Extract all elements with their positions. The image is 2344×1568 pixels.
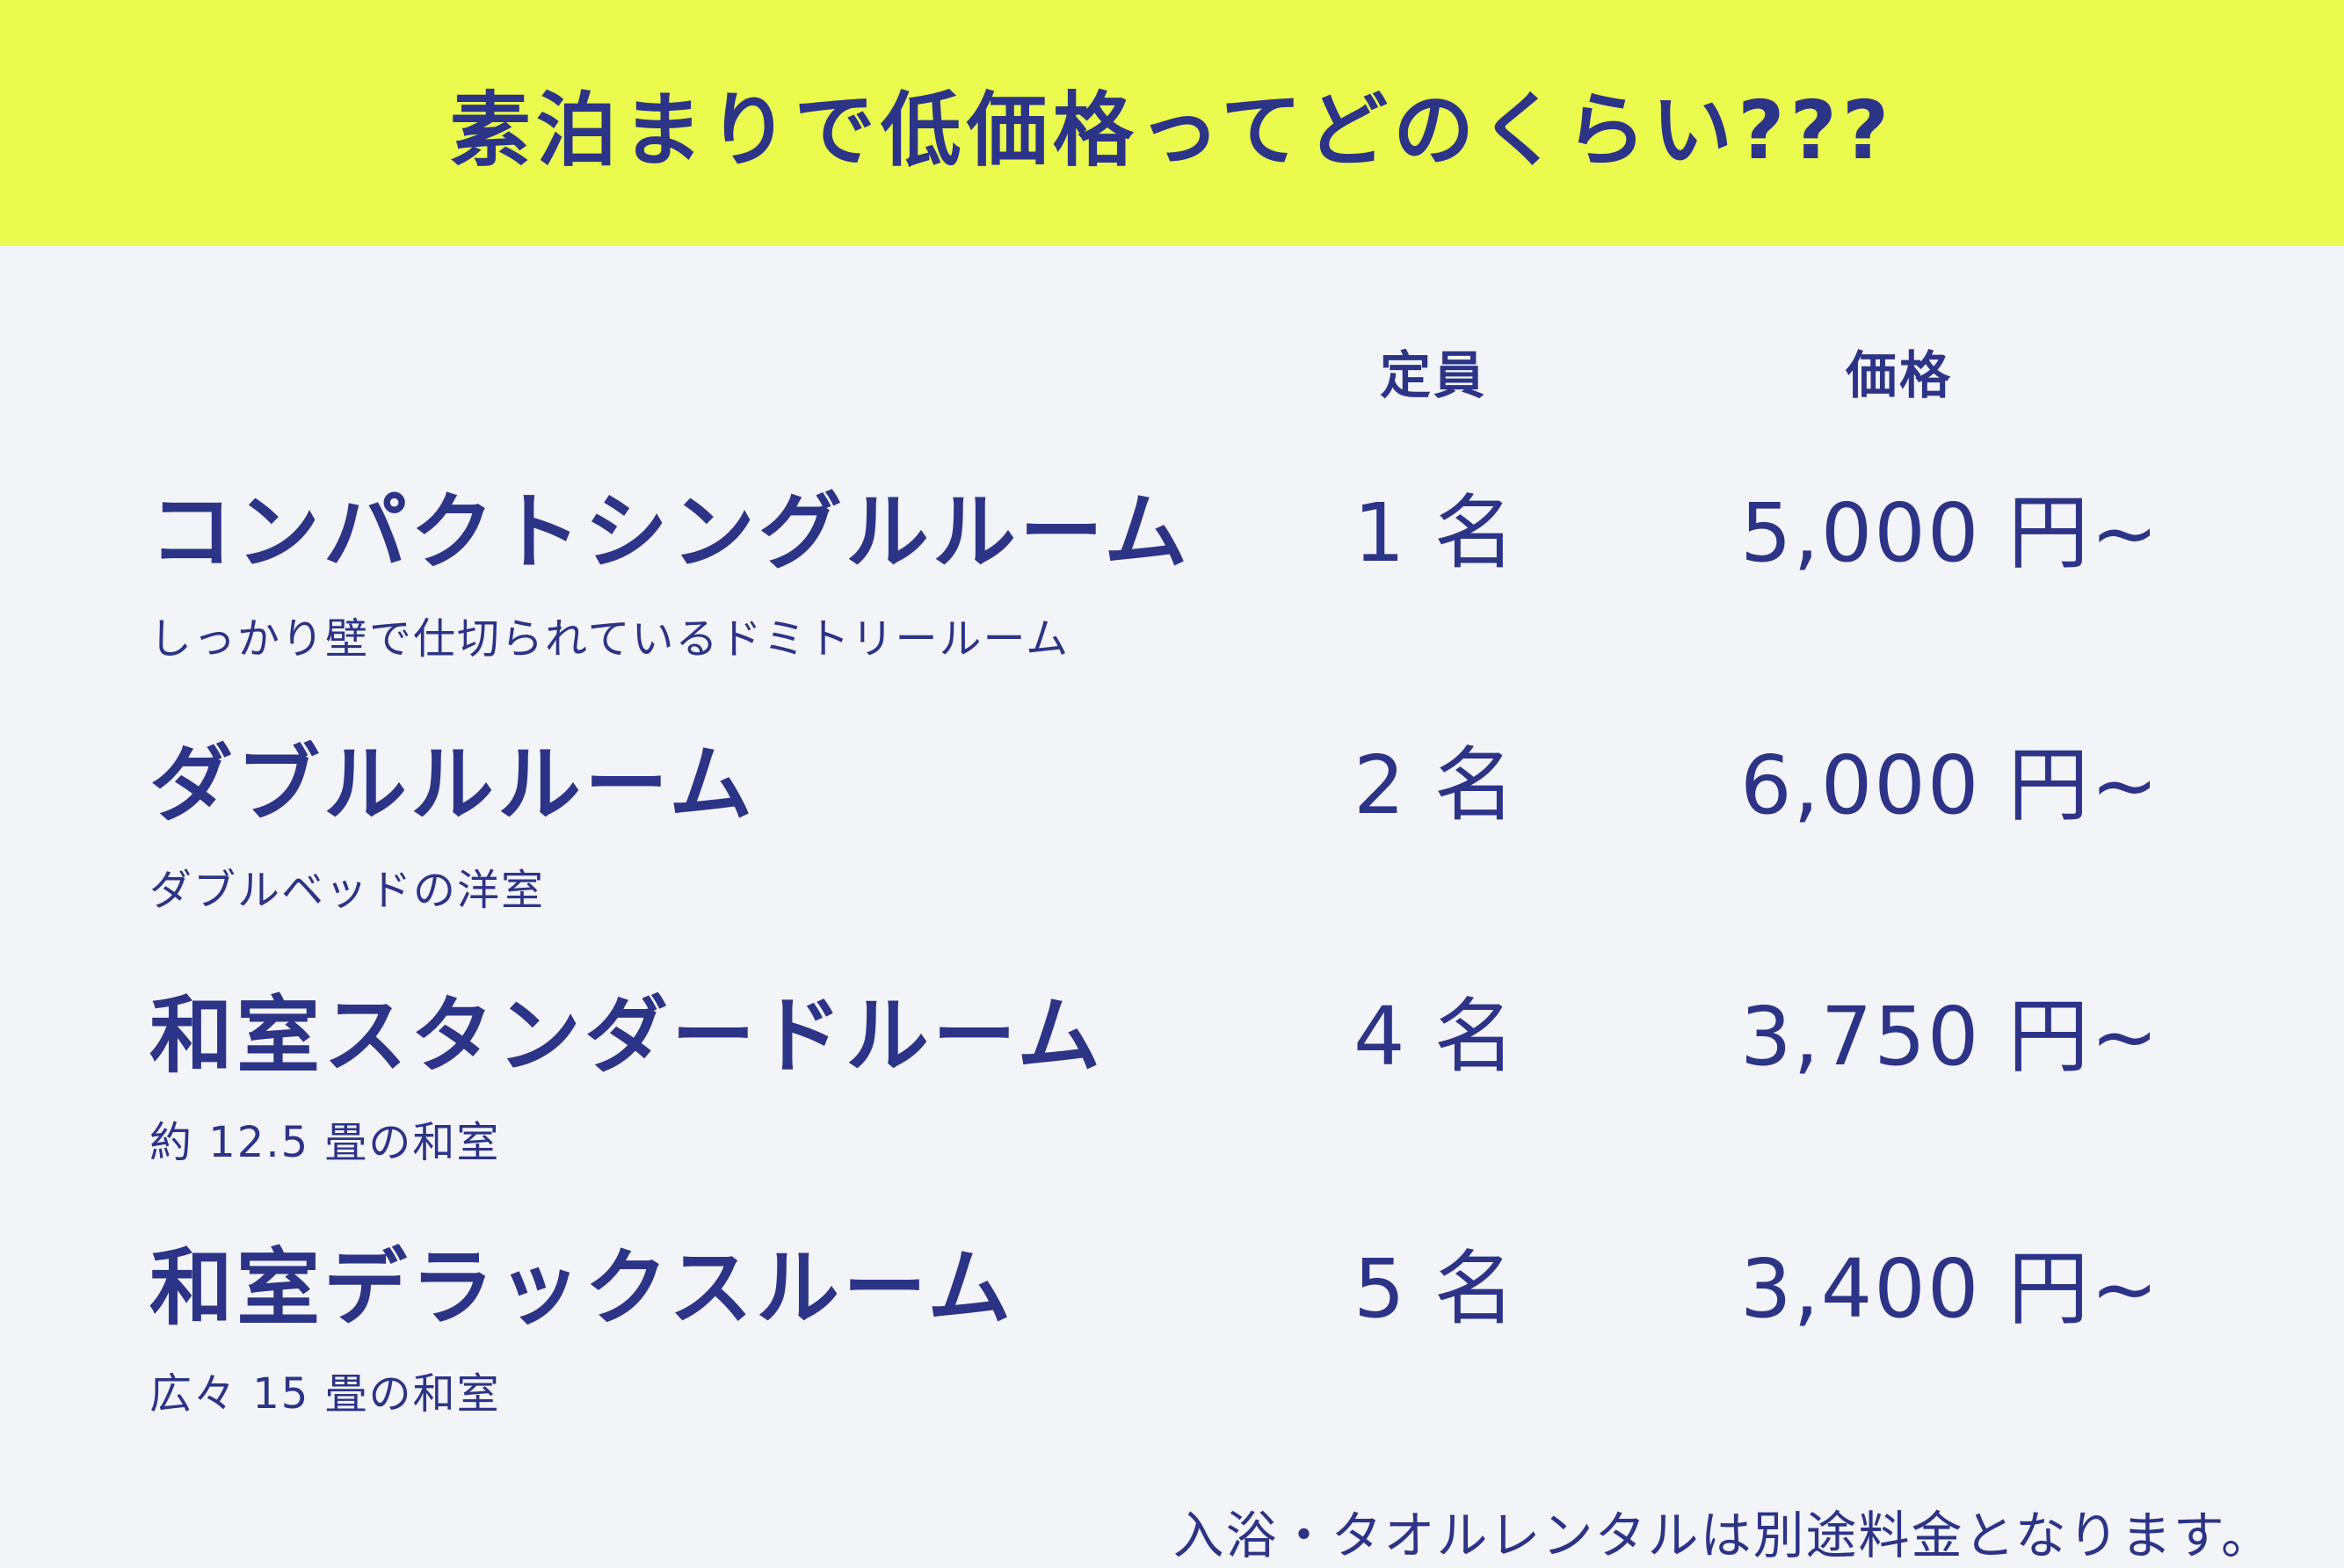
room-capacity: 5 名	[1353, 1241, 1517, 1336]
room-description: 広々 15 畳の和室	[149, 1369, 501, 1419]
room-name: 和室スタンダードルーム	[149, 988, 1105, 1085]
title-banner: 素泊まりで低価格ってどのくらい???	[0, 0, 2344, 246]
room-price: 3,400 円~	[1740, 1241, 2160, 1336]
table-row: ダブルルルーム ダブルベッドの洋室 2 名 6,000 円~	[149, 736, 2291, 918]
room-cell: コンパクトシングルルーム しっかり壁で仕切られているドミトリールーム	[149, 487, 1353, 665]
footnote: 入浴・タオルレンタルは別途料金となります。	[1172, 1506, 2274, 1565]
column-header-capacity: 定員	[1380, 345, 1488, 405]
room-name: コンパクトシングルルーム	[149, 484, 1192, 581]
table-row: 和室スタンダードルーム 約 12.5 畳の和室 4 名 3,750 円~	[149, 991, 2291, 1169]
room-description: 約 12.5 畳の和室	[149, 1117, 501, 1167]
room-capacity: 4 名	[1353, 990, 1517, 1084]
room-capacity: 1 名	[1353, 486, 1517, 580]
room-price: 3,750 円~	[1740, 990, 2160, 1084]
column-header-price: 価格	[1846, 345, 1954, 405]
page-title: 素泊まりで低価格ってどのくらい???	[449, 83, 1895, 178]
table-row: 和室デラックスルーム 広々 15 畳の和室 5 名 3,400 円~	[149, 1239, 2291, 1421]
room-name: ダブルルルーム	[149, 736, 757, 833]
room-price: 6,000 円~	[1740, 737, 2160, 832]
table-header-row: 定員 価格	[149, 334, 2291, 408]
room-cell: 和室スタンダードルーム 約 12.5 畳の和室	[149, 991, 1353, 1169]
room-description: ダブルベッドの洋室	[149, 866, 546, 915]
room-cell: ダブルルルーム ダブルベッドの洋室	[149, 736, 1353, 918]
room-description: しっかり壁で仕切られているドミトリールーム	[149, 613, 1070, 664]
room-name: 和室デラックスルーム	[149, 1239, 1015, 1337]
price-table: 定員 価格 コンパクトシングルルーム しっかり壁で仕切られているドミトリールーム…	[0, 246, 2344, 1568]
room-cell: 和室デラックスルーム 広々 15 畳の和室	[149, 1239, 1353, 1421]
table-row: コンパクトシングルルーム しっかり壁で仕切られているドミトリールーム 1 名 5…	[149, 487, 2291, 665]
room-capacity: 2 名	[1353, 737, 1517, 832]
room-price: 5,000 円~	[1740, 486, 2160, 580]
